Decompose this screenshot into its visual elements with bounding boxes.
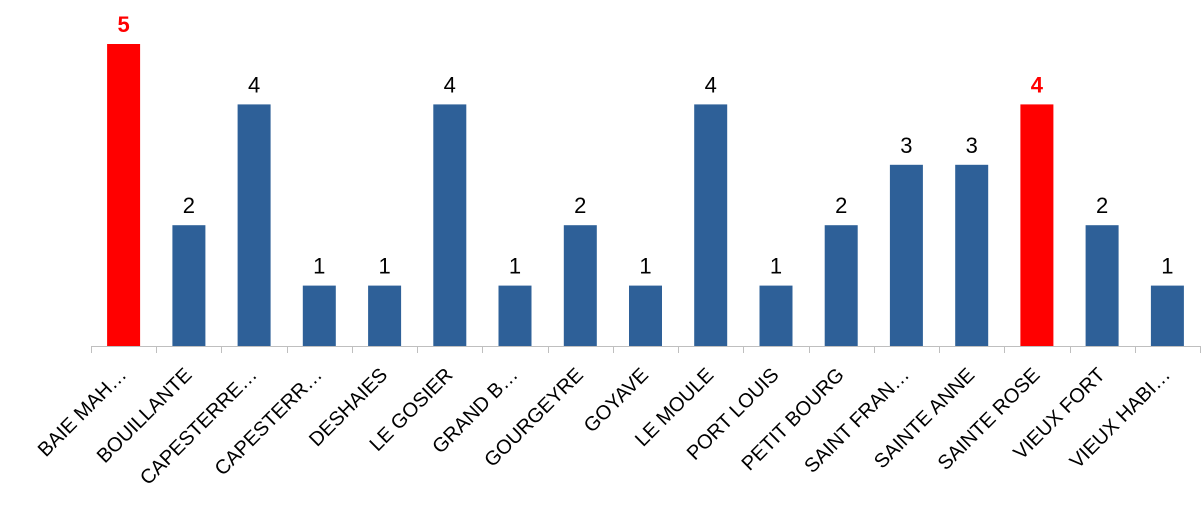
bar-6 <box>498 285 532 346</box>
value-label-5: 4 <box>444 72 456 97</box>
bar-3 <box>302 285 336 346</box>
value-label-7: 2 <box>574 193 586 218</box>
value-label-2: 4 <box>248 72 260 97</box>
bar-10 <box>759 285 793 346</box>
bar-1 <box>172 225 206 346</box>
value-label-6: 1 <box>509 254 521 279</box>
x-axis-ticks <box>91 346 1201 353</box>
category-label-2: CAPESTERRE… <box>136 364 262 490</box>
data-labels-group: 5 2 4 1 1 4 1 2 1 4 1 2 3 3 4 2 1 <box>117 12 1173 279</box>
value-label-3: 1 <box>313 254 325 279</box>
value-label-14: 4 <box>1031 72 1044 97</box>
bar-16 <box>1150 285 1184 346</box>
bar-2 <box>237 104 271 347</box>
value-label-8: 1 <box>639 254 651 279</box>
value-label-10: 1 <box>770 254 782 279</box>
bars-group <box>107 44 1184 347</box>
value-label-11: 2 <box>835 193 847 218</box>
bar-8 <box>629 285 662 346</box>
bar-14 <box>1020 104 1054 347</box>
bar-9 <box>694 104 728 347</box>
bar-4 <box>368 285 402 346</box>
bar-11 <box>824 225 858 346</box>
value-label-4: 1 <box>378 254 390 279</box>
bar-7 <box>563 225 597 346</box>
value-label-13: 3 <box>966 133 978 158</box>
bar-0 <box>107 44 141 346</box>
bar-15 <box>1085 225 1119 346</box>
value-label-0: 5 <box>117 12 129 37</box>
value-label-15: 2 <box>1096 193 1108 218</box>
value-label-16: 1 <box>1161 254 1173 279</box>
value-label-12: 3 <box>900 133 912 158</box>
bar-5 <box>433 104 467 347</box>
value-label-9: 4 <box>705 72 717 97</box>
category-labels-group: BAIE MAH…BOUILLANTECAPESTERRE…CAPESTERR…… <box>34 364 1175 490</box>
bar-12 <box>889 164 923 346</box>
bar-13 <box>955 164 989 346</box>
value-label-1: 2 <box>183 193 195 218</box>
